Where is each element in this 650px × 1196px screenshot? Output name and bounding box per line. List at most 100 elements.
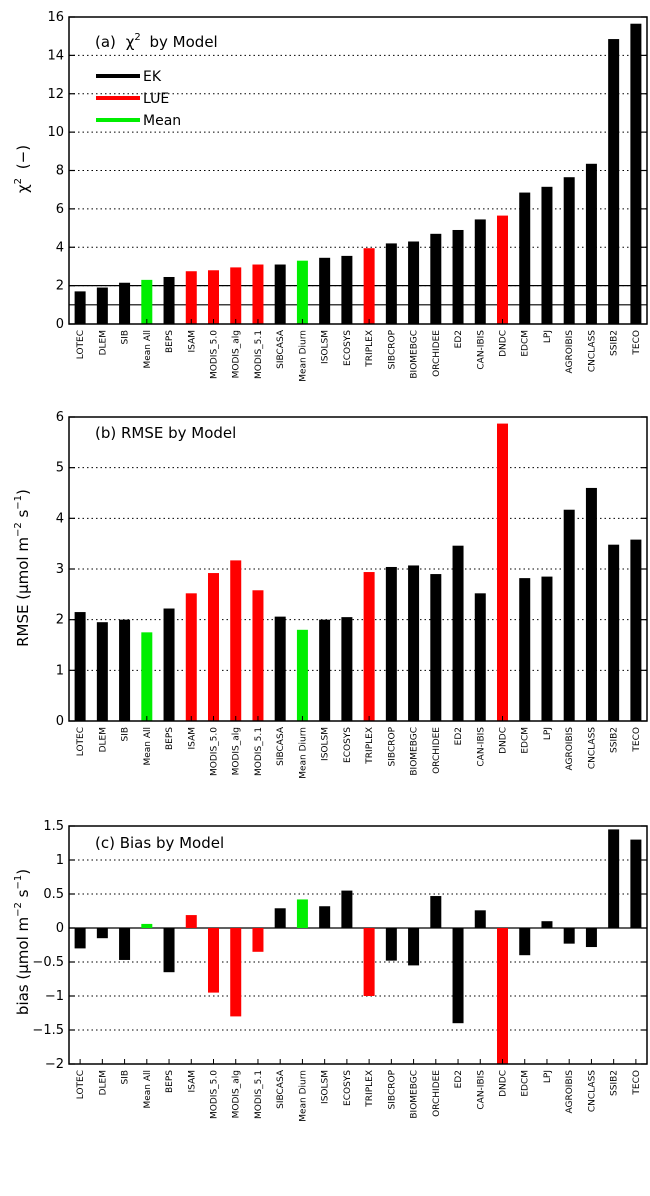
legend-label-mean: Mean — [143, 113, 181, 129]
bar-lpj — [541, 921, 553, 928]
panel-chi-squared: (a) χ2 by Model χ2 (−) 0246810121416LOTE… — [13, 10, 648, 382]
x-tick-label: SSIB2 — [610, 727, 620, 753]
bar-sibcasa — [274, 616, 286, 721]
bar-triplex — [363, 248, 375, 324]
x-tick-label: SIBCASA — [276, 726, 286, 766]
y-tick-label: 2 — [56, 613, 64, 628]
y-tick-label: 5 — [56, 461, 64, 476]
x-tick-label: ISOLSM — [321, 330, 331, 364]
x-tick-label: SIBCASA — [276, 1069, 286, 1109]
bar-agroibis — [563, 177, 575, 324]
x-tick-label: SSIB2 — [610, 1070, 620, 1096]
bar-mean-all — [141, 632, 153, 721]
x-tick-label: BIOMEBGC — [410, 727, 420, 776]
x-tick-label: DNDC — [499, 330, 509, 357]
x-tick-label: Mean All — [143, 330, 153, 369]
x-tick-label: ISOLSM — [321, 1070, 331, 1104]
y-tick-label: 14 — [47, 48, 64, 63]
x-tick-label: Mean Diurn — [298, 330, 308, 382]
panel-rmse: (b) RMSE by Model RMSE (μmol m−2 s−1) 0 1… — [13, 410, 648, 779]
y-tick-label: 0.5 — [43, 887, 64, 902]
y-tick-label: 6 — [56, 202, 64, 217]
bar-can-ibis — [474, 219, 486, 324]
x-tick-label: AGROIBIS — [565, 330, 575, 374]
bar-mean-diurn — [296, 899, 308, 928]
bar-ed2 — [452, 545, 464, 721]
bar-can-ibis — [474, 593, 486, 721]
bar-lotec — [74, 291, 86, 324]
x-tick-label: MODIS_5.1 — [254, 330, 264, 379]
x-tick-label: ORCHIDEE — [432, 330, 442, 377]
y-tick-label: 1.5 — [43, 819, 64, 834]
x-tick-label: LOTEC — [76, 330, 86, 359]
bar-sibcrop — [385, 566, 397, 721]
bar-edcm — [519, 928, 531, 956]
x-tick-label: TRIPLEX — [365, 330, 375, 368]
y-tick-label: 0 — [56, 921, 64, 936]
x-tick-label: SIBCROP — [387, 726, 397, 766]
bar-modis-5-0 — [208, 928, 219, 993]
x-tick-label: ISOLSM — [321, 727, 331, 761]
x-tick-label: BIOMEBGC — [410, 1070, 420, 1119]
x-tick-label: DNDC — [499, 727, 509, 754]
panel-b-ylabel-sup2: −1 — [13, 495, 24, 510]
y-tick-label: 10 — [47, 125, 64, 140]
x-tick-label: DLEM — [98, 330, 108, 355]
bar-isam — [185, 593, 197, 721]
x-tick-label: EDCM — [521, 1070, 531, 1097]
bar-modis-5-0 — [208, 270, 219, 324]
bar-sibcrop — [385, 243, 397, 324]
x-tick-label: BIOMEBGC — [410, 330, 420, 379]
x-tick-label: ED2 — [454, 727, 464, 745]
x-tick-label: DNDC — [499, 1070, 509, 1097]
bar-lpj — [541, 186, 553, 324]
x-tick-label: ED2 — [454, 1070, 464, 1088]
y-tick-label: −1.5 — [32, 1023, 64, 1038]
bar-lotec — [74, 928, 86, 949]
x-tick-label: SIB — [121, 330, 131, 345]
x-tick-label: LOTEC — [76, 1070, 86, 1099]
bar-ed2 — [452, 229, 464, 324]
bar-ssib2 — [608, 829, 620, 928]
x-tick-label: LPJ — [543, 330, 553, 343]
x-tick-label: Mean Diurn — [298, 727, 308, 779]
x-tick-label: DLEM — [98, 1070, 108, 1095]
x-tick-label: BEPS — [165, 1070, 175, 1093]
bar-ecosys — [341, 255, 353, 324]
bar-beps — [163, 276, 175, 324]
x-tick-label: Mean Diurn — [298, 1070, 308, 1122]
bar-modis-5-1 — [252, 264, 264, 324]
panel-bias: (c) Bias by Model bias (μmol m−2 s−1) −2… — [13, 819, 648, 1122]
bar-ssib2 — [608, 39, 620, 325]
bar-isolsm — [319, 619, 331, 721]
x-tick-label: EDCM — [521, 727, 531, 754]
x-tick-label: AGROIBIS — [565, 1070, 575, 1114]
bar-modis-5-0 — [208, 573, 219, 721]
panel-a-title-prefix: (a) — [95, 33, 116, 51]
bar-dndc — [497, 928, 508, 1064]
bar-lpj — [541, 576, 553, 721]
x-tick-label: ECOSYS — [343, 1070, 353, 1106]
panel-b-y-axis-label: RMSE (μmol m−2 s−1) — [13, 489, 32, 647]
bar-isolsm — [319, 906, 331, 928]
bar-mean-diurn — [296, 629, 308, 721]
x-tick-label: ECOSYS — [343, 330, 353, 366]
bar-teco — [630, 839, 642, 928]
bar-ecosys — [341, 890, 353, 928]
x-tick-label: SIB — [121, 1070, 131, 1085]
x-tick-label: LOTEC — [76, 727, 86, 756]
y-tick-label: −2 — [45, 1057, 64, 1072]
y-tick-label: 3 — [56, 562, 64, 577]
x-tick-label: CAN-IBIS — [476, 330, 486, 370]
bar-isam — [185, 271, 197, 324]
y-tick-label: 0 — [56, 317, 64, 332]
panel-c-ylabel-sup1: −2 — [13, 902, 24, 917]
y-tick-label: 1 — [56, 663, 64, 678]
y-tick-label: −0.5 — [32, 955, 64, 970]
x-tick-label: MODIS_5.1 — [254, 727, 264, 776]
x-tick-label: SIB — [121, 727, 131, 742]
panel-c-title: (c) Bias by Model — [95, 834, 224, 852]
x-tick-label: AGROIBIS — [565, 727, 575, 771]
panel-a-title-suffix: by Model — [150, 33, 218, 51]
